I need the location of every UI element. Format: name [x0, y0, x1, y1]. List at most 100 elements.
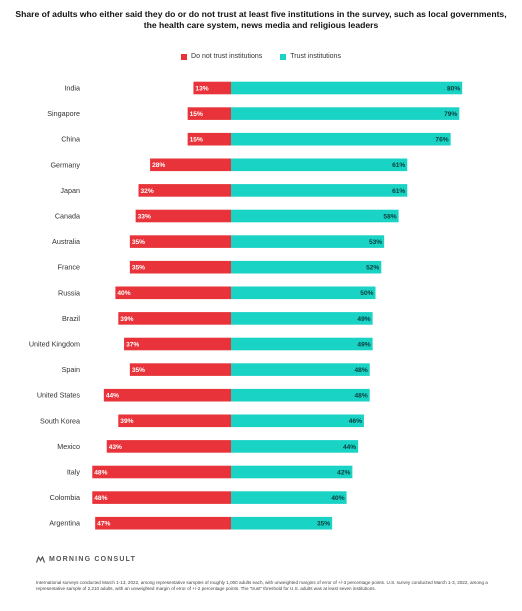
data-label-distrust-united-kingdom: 37%: [126, 341, 139, 348]
legend-label-distrust: Do not trust institutions: [191, 53, 263, 60]
category-label-germany: Germany: [50, 160, 80, 169]
bar-trust-russia: [231, 286, 376, 300]
bar-distrust-india: [193, 81, 231, 95]
bar-trust-mexico: [231, 440, 359, 453]
data-label-distrust-germany: 28%: [152, 162, 165, 169]
data-label-trust-australia: 53%: [369, 239, 382, 246]
bar-trust-brazil: [231, 312, 373, 325]
bar-distrust-south-korea: [118, 414, 231, 428]
data-label-trust-france: 52%: [366, 265, 379, 272]
bar-distrust-argentina: [95, 516, 231, 530]
bar-distrust-canada: [135, 209, 231, 223]
legend-item-distrust: Do not trust institutions: [181, 53, 262, 60]
bar-trust-japan: [231, 184, 408, 197]
legend-label-trust: Trust institutions: [290, 53, 341, 60]
bar-trust-argentina: [231, 516, 333, 530]
bar-trust-china: [231, 132, 451, 146]
bar-distrust-italy: [92, 465, 231, 479]
data-label-trust-colombia: 40%: [331, 495, 344, 502]
data-label-trust-canada: 58%: [383, 213, 396, 220]
brand-name: MORNING CONSULT: [49, 556, 137, 563]
bar-trust-italy: [231, 465, 353, 479]
category-label-japan: Japan: [60, 186, 80, 195]
data-label-distrust-united-states: 44%: [106, 393, 119, 400]
data-label-distrust-south-korea: 39%: [120, 418, 133, 425]
data-label-distrust-australia: 35%: [132, 239, 145, 246]
bar-trust-canada: [231, 209, 399, 223]
data-label-trust-spain: 48%: [355, 367, 368, 374]
data-label-distrust-japan: 32%: [141, 188, 154, 195]
category-label-france: France: [58, 263, 80, 272]
category-label-russia: Russia: [58, 288, 80, 297]
bar-distrust-france: [129, 260, 231, 274]
data-label-distrust-mexico: 43%: [109, 444, 122, 451]
category-label-brazil: Brazil: [62, 314, 80, 323]
bar-distrust-united-states: [103, 388, 231, 402]
bar-trust-singapore: [231, 107, 460, 120]
bar-distrust-australia: [129, 235, 231, 248]
legend-item-trust: Trust institutions: [280, 53, 341, 60]
data-label-distrust-brazil: 39%: [120, 316, 133, 323]
bar-distrust-russia: [115, 286, 231, 300]
category-label-australia: Australia: [52, 237, 80, 246]
data-label-distrust-russia: 40%: [117, 290, 130, 297]
data-label-trust-mexico: 44%: [343, 444, 356, 451]
bar-trust-germany: [231, 158, 408, 172]
data-label-trust-china: 76%: [435, 137, 448, 144]
category-label-india: India: [64, 84, 80, 93]
data-label-trust-japan: 61%: [392, 188, 405, 195]
morning-consult-logo-icon: [36, 556, 45, 563]
data-label-trust-brazil: 49%: [357, 316, 370, 323]
data-label-distrust-india: 13%: [195, 85, 208, 92]
bar-distrust-united-kingdom: [124, 337, 231, 351]
bar-chart: India 13% 80% Singapore 15% 79% China 15% 76% Ger…: [29, 81, 463, 530]
bar-trust-colombia: [231, 491, 347, 504]
category-label-china: China: [61, 135, 80, 144]
data-label-distrust-china: 15%: [190, 137, 203, 144]
data-label-trust-singapore: 79%: [444, 111, 457, 118]
data-label-distrust-singapore: 15%: [190, 111, 203, 118]
bar-trust-united-states: [231, 388, 370, 402]
data-label-distrust-colombia: 48%: [94, 495, 107, 502]
data-label-trust-germany: 61%: [392, 162, 405, 169]
bar-trust-australia: [231, 235, 385, 248]
data-label-distrust-france: 35%: [132, 265, 145, 272]
category-label-united-kingdom: United Kingdom: [29, 340, 80, 349]
bar-distrust-mexico: [106, 440, 231, 453]
category-label-mexico: Mexico: [57, 442, 80, 451]
data-label-trust-india: 80%: [447, 85, 460, 92]
bar-trust-spain: [231, 363, 370, 376]
bar-distrust-brazil: [118, 312, 231, 325]
bar-trust-united-kingdom: [231, 337, 373, 351]
bar-trust-france: [231, 260, 382, 274]
data-label-distrust-italy: 48%: [94, 469, 107, 476]
brand: MORNING CONSULT: [36, 556, 136, 563]
data-label-distrust-argentina: 47%: [97, 521, 110, 528]
bar-distrust-colombia: [92, 491, 231, 504]
bar-distrust-china: [187, 132, 231, 146]
legend: Do not trust institutions Trust institut…: [0, 53, 522, 60]
category-label-spain: Spain: [62, 365, 80, 374]
legend-swatch-trust: [280, 53, 287, 60]
bar-trust-south-korea: [231, 414, 364, 428]
footnote: International surveys conducted March 1-…: [36, 580, 488, 592]
category-label-canada: Canada: [55, 212, 80, 221]
category-label-italy: Italy: [67, 468, 81, 477]
data-label-distrust-spain: 35%: [132, 367, 145, 374]
legend-swatch-distrust: [181, 53, 188, 60]
data-label-trust-russia: 50%: [360, 290, 373, 297]
data-label-distrust-canada: 33%: [138, 213, 151, 220]
category-label-singapore: Singapore: [47, 109, 80, 118]
bar-distrust-japan: [138, 184, 231, 197]
data-label-trust-south-korea: 46%: [349, 418, 362, 425]
category-label-south-korea: South Korea: [40, 416, 80, 425]
chart-title: Share of adults who either said they do …: [15, 9, 507, 30]
category-label-colombia: Colombia: [50, 493, 80, 502]
data-label-trust-italy: 42%: [337, 469, 350, 476]
bar-distrust-germany: [150, 158, 231, 172]
bar-distrust-singapore: [187, 107, 231, 120]
bar-trust-india: [231, 81, 463, 95]
data-label-trust-united-kingdom: 49%: [357, 341, 370, 348]
data-label-trust-argentina: 35%: [317, 521, 330, 528]
category-label-united-states: United States: [37, 391, 81, 400]
